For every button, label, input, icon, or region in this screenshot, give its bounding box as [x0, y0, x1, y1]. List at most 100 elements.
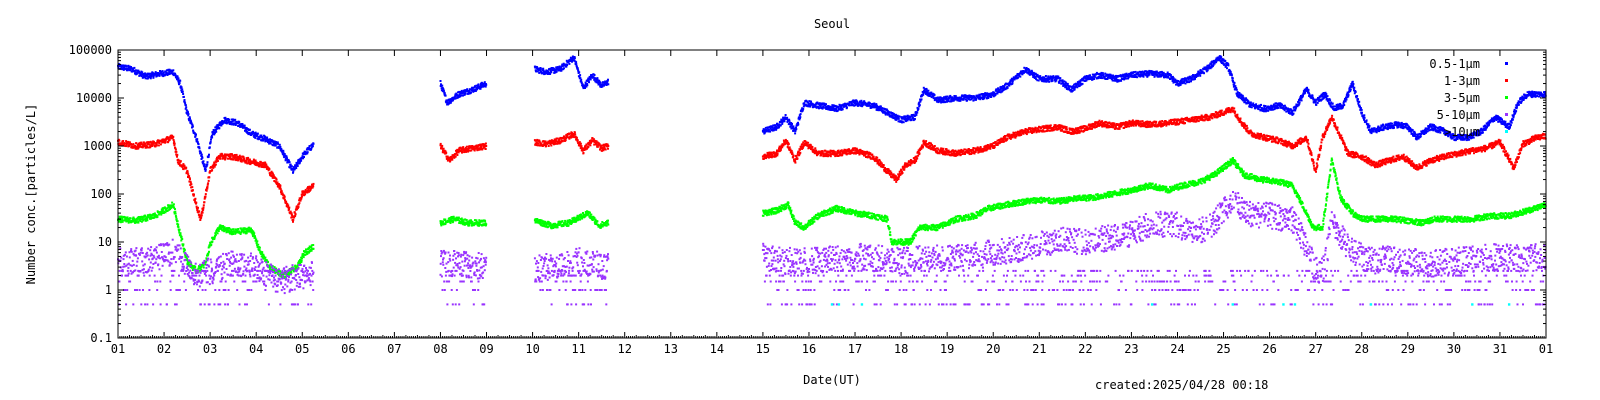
data-point — [228, 118, 231, 121]
data-point — [607, 83, 610, 86]
data-point — [1194, 77, 1196, 80]
data-point — [841, 108, 844, 111]
data-point — [944, 101, 947, 104]
data-point — [1323, 95, 1326, 98]
data-point — [1011, 80, 1014, 82]
data-point — [1059, 79, 1062, 82]
data-point — [137, 69, 140, 72]
data-point — [949, 94, 952, 97]
data-point — [1293, 106, 1296, 109]
data-point — [1250, 106, 1253, 109]
data-point — [1372, 130, 1375, 133]
data-point — [1278, 102, 1281, 105]
data-point — [983, 93, 986, 96]
data-point — [227, 120, 230, 123]
data-point — [969, 98, 972, 101]
data-point — [786, 116, 789, 119]
data-point — [300, 197, 303, 200]
data-point — [538, 71, 541, 74]
data-point — [135, 142, 138, 145]
data-point — [180, 86, 183, 89]
data-point — [264, 140, 267, 143]
data-point — [596, 77, 599, 80]
data-point — [589, 144, 592, 147]
data-point — [310, 148, 313, 150]
data-point — [945, 100, 948, 103]
data-point — [1276, 105, 1279, 108]
data-point — [1212, 63, 1215, 66]
data-point — [1265, 107, 1268, 110]
data-point — [575, 61, 578, 64]
data-point — [308, 145, 311, 148]
data-point — [927, 89, 930, 92]
data-point — [1127, 74, 1130, 77]
data-point — [279, 187, 282, 190]
data-point — [1103, 76, 1106, 78]
data-point — [1434, 125, 1437, 128]
data-point — [1418, 132, 1421, 135]
data-point — [875, 106, 877, 109]
data-point — [915, 113, 918, 116]
data-point — [763, 131, 766, 134]
data-point — [1164, 73, 1167, 76]
data-point — [1270, 108, 1273, 111]
data-point — [216, 126, 218, 129]
data-point — [1234, 85, 1237, 88]
data-point — [1279, 104, 1281, 107]
data-point — [294, 213, 297, 216]
data-point — [125, 67, 128, 70]
data-point — [1085, 79, 1088, 82]
data-point — [557, 69, 560, 72]
data-point — [565, 59, 568, 62]
data-point — [201, 162, 204, 165]
data-point — [1093, 75, 1096, 78]
data-point — [306, 151, 309, 154]
data-point — [1264, 105, 1267, 108]
data-point — [1298, 99, 1300, 102]
data-point — [1347, 94, 1350, 97]
data-point — [949, 96, 952, 99]
data-point — [978, 94, 981, 97]
data-point — [869, 102, 871, 105]
data-point — [1048, 78, 1051, 81]
data-point — [810, 100, 812, 103]
data-point — [825, 103, 827, 106]
data-point — [267, 141, 269, 144]
data-point — [996, 90, 999, 93]
data-point — [571, 60, 573, 63]
data-point — [946, 95, 949, 98]
data-point — [164, 140, 167, 143]
data-point — [781, 120, 784, 122]
data-point — [1179, 81, 1182, 83]
data-point — [1254, 107, 1257, 110]
data-point — [537, 69, 540, 72]
data-point — [446, 155, 449, 158]
data-point — [1426, 130, 1429, 133]
data-point — [798, 114, 801, 117]
data-point — [1206, 69, 1209, 72]
data-point — [1025, 70, 1027, 73]
data-point — [457, 91, 459, 94]
data-point — [290, 165, 293, 168]
data-point — [1212, 61, 1215, 64]
data-point — [1432, 129, 1435, 132]
data-point — [1106, 78, 1109, 80]
data-point — [1294, 107, 1297, 110]
data-point — [1298, 102, 1301, 105]
data-point — [471, 88, 474, 91]
data-point — [564, 139, 567, 142]
data-point — [168, 138, 171, 141]
data-point — [196, 138, 199, 141]
data-point — [990, 95, 993, 98]
data-point — [205, 189, 208, 192]
data-point — [141, 76, 144, 79]
data-point — [860, 99, 863, 102]
data-point — [554, 68, 557, 71]
data-point — [191, 186, 194, 189]
data-point — [284, 154, 287, 157]
data-point — [1063, 80, 1066, 83]
data-point — [1307, 88, 1310, 91]
data-point — [1098, 75, 1101, 78]
data-point — [134, 69, 137, 72]
data-point — [1408, 126, 1410, 129]
